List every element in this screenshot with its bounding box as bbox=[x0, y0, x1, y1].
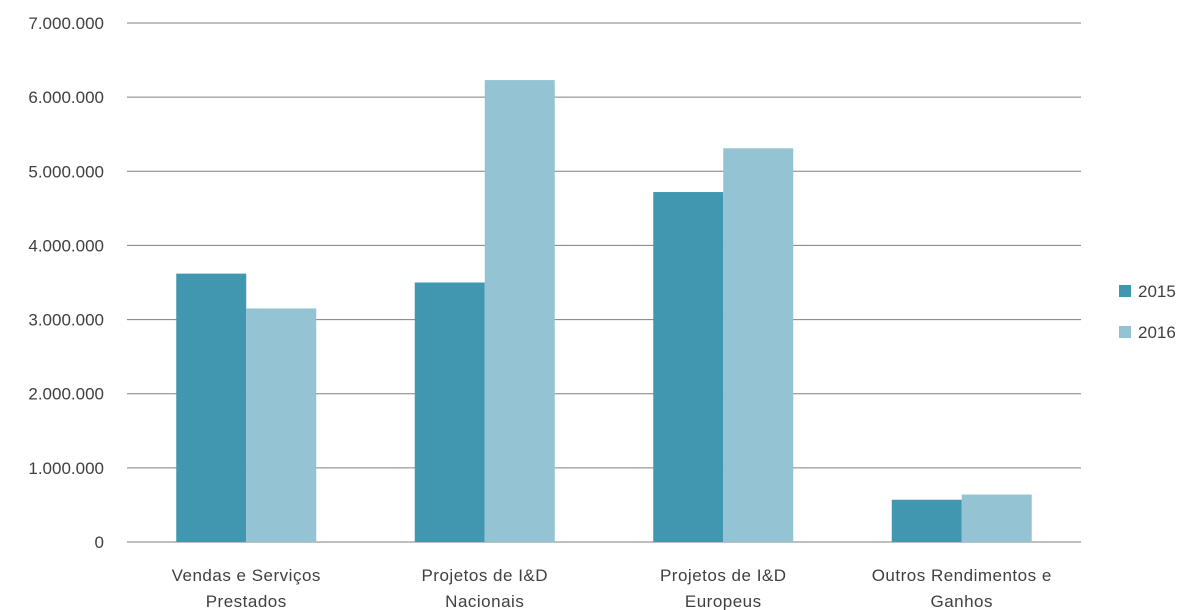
y-tick-label: 0 bbox=[95, 533, 104, 552]
bar-2016-0[interactable] bbox=[246, 308, 317, 542]
y-tick-label: 1.000.000 bbox=[28, 459, 104, 478]
legend-label-2015: 2015 bbox=[1138, 282, 1176, 301]
x-category-label: Ganhos bbox=[930, 592, 993, 610]
x-axis-category-labels: Vendas e Serviços Prestados Projetos de I&… bbox=[172, 566, 1052, 610]
x-category-label: Vendas e Serviços bbox=[172, 566, 321, 585]
x-category-label: Prestados bbox=[206, 592, 287, 610]
legend-label-2016: 2016 bbox=[1138, 323, 1176, 342]
y-tick-label: 7.000.000 bbox=[28, 14, 104, 33]
bar-2015-2[interactable] bbox=[653, 192, 724, 542]
bar-2015-3[interactable] bbox=[891, 499, 962, 542]
bar-2015-1[interactable] bbox=[414, 282, 485, 543]
x-category-label: Nacionais bbox=[445, 592, 524, 610]
y-tick-label: 6.000.000 bbox=[28, 88, 104, 107]
x-category-label: Europeus bbox=[685, 592, 762, 610]
x-category-label: Outros Rendimentos e bbox=[872, 566, 1052, 585]
y-tick-label: 5.000.000 bbox=[28, 162, 104, 181]
bar-2016-3[interactable] bbox=[961, 494, 1032, 542]
y-tick-label: 2.000.000 bbox=[28, 385, 104, 404]
legend-swatch-2016 bbox=[1119, 326, 1131, 338]
x-category-label: Projetos de I&D bbox=[421, 566, 548, 585]
bar-2015-0[interactable] bbox=[176, 273, 247, 542]
legend-swatch-2015 bbox=[1119, 285, 1131, 297]
bar-2016-1[interactable] bbox=[484, 80, 555, 542]
y-axis-tick-labels: 0 1.000.000 2.000.000 3.000.000 4.000.000 5.0… bbox=[28, 14, 104, 552]
y-tick-label: 3.000.000 bbox=[28, 311, 104, 330]
bar-2016-2[interactable] bbox=[723, 148, 794, 542]
bars bbox=[176, 80, 1032, 542]
legend[interactable]: 2015 2016 bbox=[1119, 282, 1176, 342]
y-tick-label: 4.000.000 bbox=[28, 236, 104, 255]
x-category-label: Projetos de I&D bbox=[660, 566, 787, 585]
